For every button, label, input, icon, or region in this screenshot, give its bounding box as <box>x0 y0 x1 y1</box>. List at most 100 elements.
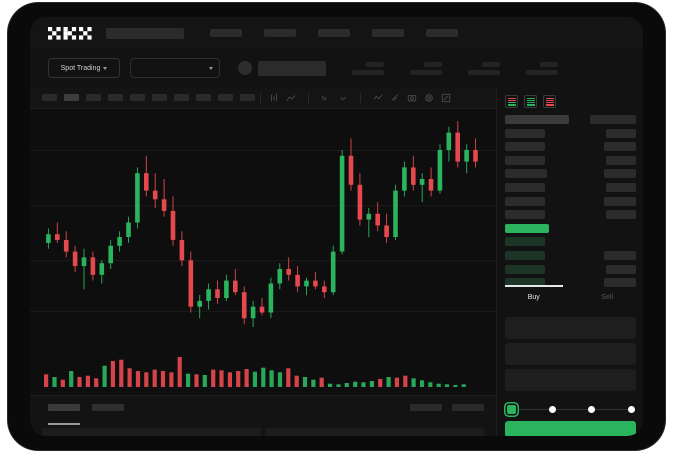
stat-value <box>526 69 558 75</box>
orderbook-row-size <box>505 223 549 233</box>
orderbook-mode-asks-icon[interactable] <box>543 95 556 108</box>
orderbook-row[interactable] <box>497 155 643 165</box>
slider-step-4[interactable] <box>628 405 636 413</box>
orderbook-row[interactable] <box>497 115 643 124</box>
toolbar-divider <box>260 92 261 103</box>
orders-filters <box>410 404 484 411</box>
nav-links <box>210 29 458 37</box>
slider-track <box>512 408 630 410</box>
slider-step-2[interactable] <box>548 405 556 413</box>
order-amount-field[interactable] <box>505 343 636 365</box>
orderbook-row[interactable] <box>497 142 643 152</box>
slider-step-1[interactable] <box>507 404 516 414</box>
order-price-field[interactable] <box>505 317 636 339</box>
stat-value <box>468 69 500 75</box>
orderbook-row[interactable] <box>497 169 643 179</box>
orderbook-row[interactable] <box>497 182 643 192</box>
orderbook-row[interactable] <box>497 210 643 220</box>
orderbook-view-modes <box>497 87 643 108</box>
nav-item-1[interactable] <box>210 29 242 37</box>
indicators-icon[interactable]: fx <box>321 93 331 103</box>
nav-item-4[interactable] <box>372 29 404 37</box>
pair-select[interactable] <box>130 58 220 78</box>
timeframe-10[interactable] <box>240 94 255 101</box>
orderbook-row-size <box>505 264 545 274</box>
timeframe-7[interactable] <box>174 94 189 101</box>
top-navigation-bar <box>30 17 643 49</box>
tab-buy[interactable]: Buy <box>497 285 571 309</box>
spot-trading-label: Spot Trading <box>60 64 101 72</box>
candlestick-chart-icon[interactable] <box>269 93 279 103</box>
measure-icon[interactable] <box>390 93 400 103</box>
table-row[interactable] <box>265 428 484 436</box>
orderbook-row-size <box>505 250 545 260</box>
slider-step-3[interactable] <box>588 405 596 413</box>
line-chart-icon[interactable] <box>286 93 296 103</box>
orderbook-row-size <box>505 128 545 138</box>
orders-filter-2[interactable] <box>452 404 484 411</box>
orders-tabs <box>30 396 496 411</box>
chart-tools-group: fx <box>269 92 451 103</box>
chevron-down-icon <box>103 66 108 70</box>
stat-label <box>366 61 384 67</box>
timeframe-3[interactable] <box>86 94 101 101</box>
orders-filter-1[interactable] <box>410 404 442 411</box>
search-input[interactable] <box>106 27 184 39</box>
stat-block-1 <box>352 61 384 75</box>
orderbook-row-price <box>604 142 636 152</box>
orderbook-row-price <box>606 210 636 220</box>
orderbook-row-size <box>505 169 547 179</box>
okx-logo[interactable] <box>48 26 94 40</box>
timeframe-8[interactable] <box>196 94 211 101</box>
fullscreen-icon[interactable] <box>441 93 451 103</box>
orderbook-row-size <box>505 115 569 124</box>
orderbook-row-price <box>606 264 636 274</box>
amount-slider[interactable] <box>507 403 636 415</box>
orderbook-mode-bids-icon[interactable] <box>524 95 537 108</box>
svg-text:fx: fx <box>322 95 328 102</box>
tab-order-history[interactable] <box>92 404 124 411</box>
chevron-down-icon <box>209 66 213 70</box>
nav-item-2[interactable] <box>264 29 296 37</box>
timeframe-group <box>42 94 255 101</box>
orderbook-row-size <box>505 142 545 152</box>
orderbook-row-price <box>606 182 636 192</box>
stat-value <box>352 69 384 75</box>
orderbook-mode-both-icon[interactable] <box>505 95 518 108</box>
orderbook-row-price <box>606 155 636 165</box>
orderbook-row[interactable] <box>497 196 643 206</box>
orderbook-row[interactable] <box>497 128 643 138</box>
camera-icon[interactable] <box>407 93 417 103</box>
settings-gear-icon[interactable] <box>424 93 434 103</box>
orderbook-row[interactable] <box>497 264 643 274</box>
timeframe-5[interactable] <box>130 94 145 101</box>
orderbook-row[interactable] <box>497 278 643 288</box>
tab-sell[interactable]: Sell <box>601 293 614 301</box>
orderbook-list[interactable] <box>497 115 643 309</box>
price-chart[interactable] <box>30 109 496 339</box>
spot-trading-select[interactable]: Spot Trading <box>48 58 120 78</box>
timeframe-4[interactable] <box>108 94 123 101</box>
nav-item-5[interactable] <box>426 29 458 37</box>
orderbook-row-size <box>505 278 545 288</box>
tab-open-orders[interactable] <box>48 404 80 411</box>
table-row[interactable] <box>42 428 261 436</box>
timeframe-6[interactable] <box>152 94 167 101</box>
timeframe-9[interactable] <box>218 94 233 101</box>
order-total-field[interactable] <box>505 369 636 391</box>
submit-buy-button[interactable] <box>505 421 636 436</box>
timeframe-1[interactable] <box>42 94 57 101</box>
order-form <box>497 311 643 391</box>
orderbook-row[interactable] <box>497 223 643 233</box>
chevron-down-icon[interactable] <box>338 93 348 103</box>
orderbook-row[interactable] <box>497 237 643 247</box>
timeframe-2[interactable] <box>64 94 79 101</box>
orderbook-row-price <box>604 250 636 260</box>
nav-item-3[interactable] <box>318 29 350 37</box>
trend-line-icon[interactable] <box>373 93 383 103</box>
toolbar-divider <box>308 92 309 103</box>
orders-rows <box>30 428 496 436</box>
orderbook-row[interactable] <box>497 250 643 260</box>
app-screen: Spot Trading <box>30 17 643 436</box>
volume-svg <box>44 357 466 387</box>
